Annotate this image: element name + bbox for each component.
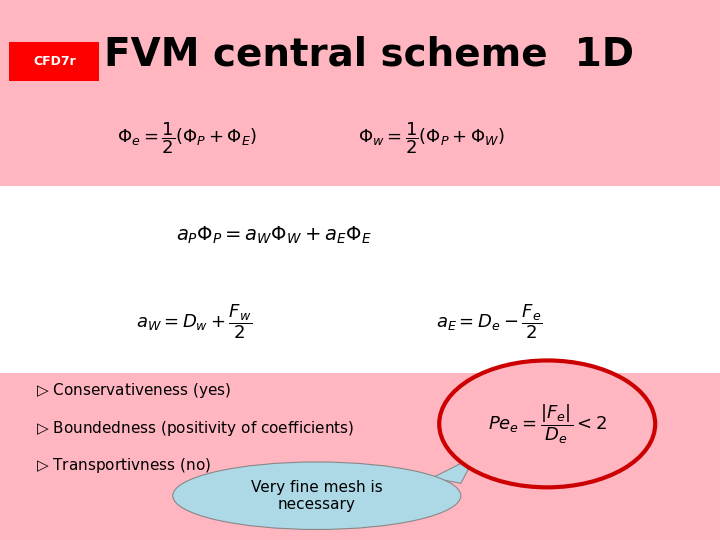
FancyBboxPatch shape xyxy=(0,84,720,186)
Text: $Pe_e = \dfrac{|F_e|}{D_e} < 2$: $Pe_e = \dfrac{|F_e|}{D_e} < 2$ xyxy=(487,402,607,446)
Text: Very fine mesh is
necessary: Very fine mesh is necessary xyxy=(251,480,382,512)
Text: $\Phi_w = \dfrac{1}{2}(\Phi_P + \Phi_W)$: $\Phi_w = \dfrac{1}{2}(\Phi_P + \Phi_W)$ xyxy=(359,120,505,156)
Text: $\Phi_e = \dfrac{1}{2}(\Phi_P + \Phi_E)$: $\Phi_e = \dfrac{1}{2}(\Phi_P + \Phi_E)$ xyxy=(117,120,257,156)
Text: FVM central scheme  1D: FVM central scheme 1D xyxy=(104,35,634,73)
Text: $a_P\Phi_P = a_W\Phi_W + a_E\Phi_E$: $a_P\Phi_P = a_W\Phi_W + a_E\Phi_E$ xyxy=(176,224,372,246)
Polygon shape xyxy=(432,456,475,483)
Text: $\rhd$ Transportivness (no): $\rhd$ Transportivness (no) xyxy=(36,456,211,475)
FancyBboxPatch shape xyxy=(0,186,720,373)
Text: $a_W = D_w + \dfrac{F_w}{2}$: $a_W = D_w + \dfrac{F_w}{2}$ xyxy=(136,302,253,341)
Ellipse shape xyxy=(439,361,655,487)
Ellipse shape xyxy=(173,462,461,529)
FancyBboxPatch shape xyxy=(9,42,99,81)
Text: CFD7r: CFD7r xyxy=(33,55,76,68)
Text: $\rhd$ Conservativeness (yes): $\rhd$ Conservativeness (yes) xyxy=(36,381,231,400)
Text: $a_E = D_e - \dfrac{F_e}{2}$: $a_E = D_e - \dfrac{F_e}{2}$ xyxy=(436,302,543,341)
Text: $\rhd$ Boundedness (positivity of coefficients): $\rhd$ Boundedness (positivity of coeffi… xyxy=(36,418,354,437)
